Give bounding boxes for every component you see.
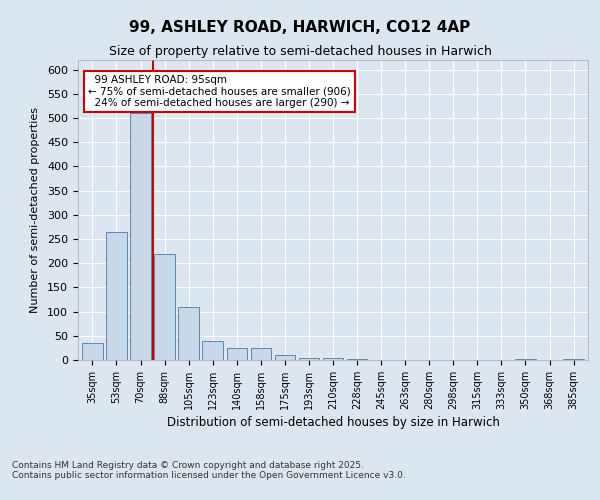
Bar xyxy=(323,358,343,360)
Text: 99, ASHLEY ROAD, HARWICH, CO12 4AP: 99, ASHLEY ROAD, HARWICH, CO12 4AP xyxy=(130,20,470,35)
Bar xyxy=(563,359,584,360)
Text: Contains HM Land Registry data © Crown copyright and database right 2025.
Contai: Contains HM Land Registry data © Crown c… xyxy=(12,460,406,480)
Bar xyxy=(251,348,271,360)
Bar xyxy=(227,348,247,360)
Bar xyxy=(154,254,175,360)
Bar xyxy=(515,359,536,360)
Bar xyxy=(178,307,199,360)
Bar xyxy=(82,343,103,360)
Bar xyxy=(347,359,367,360)
Bar xyxy=(130,113,151,360)
Bar xyxy=(202,340,223,360)
Bar xyxy=(299,358,319,360)
Bar xyxy=(106,232,127,360)
Text: Size of property relative to semi-detached houses in Harwich: Size of property relative to semi-detach… xyxy=(109,45,491,58)
Bar xyxy=(275,355,295,360)
Text: 99 ASHLEY ROAD: 95sqm
← 75% of semi-detached houses are smaller (906)
  24% of s: 99 ASHLEY ROAD: 95sqm ← 75% of semi-deta… xyxy=(88,75,351,108)
X-axis label: Distribution of semi-detached houses by size in Harwich: Distribution of semi-detached houses by … xyxy=(167,416,499,429)
Y-axis label: Number of semi-detached properties: Number of semi-detached properties xyxy=(30,107,40,313)
